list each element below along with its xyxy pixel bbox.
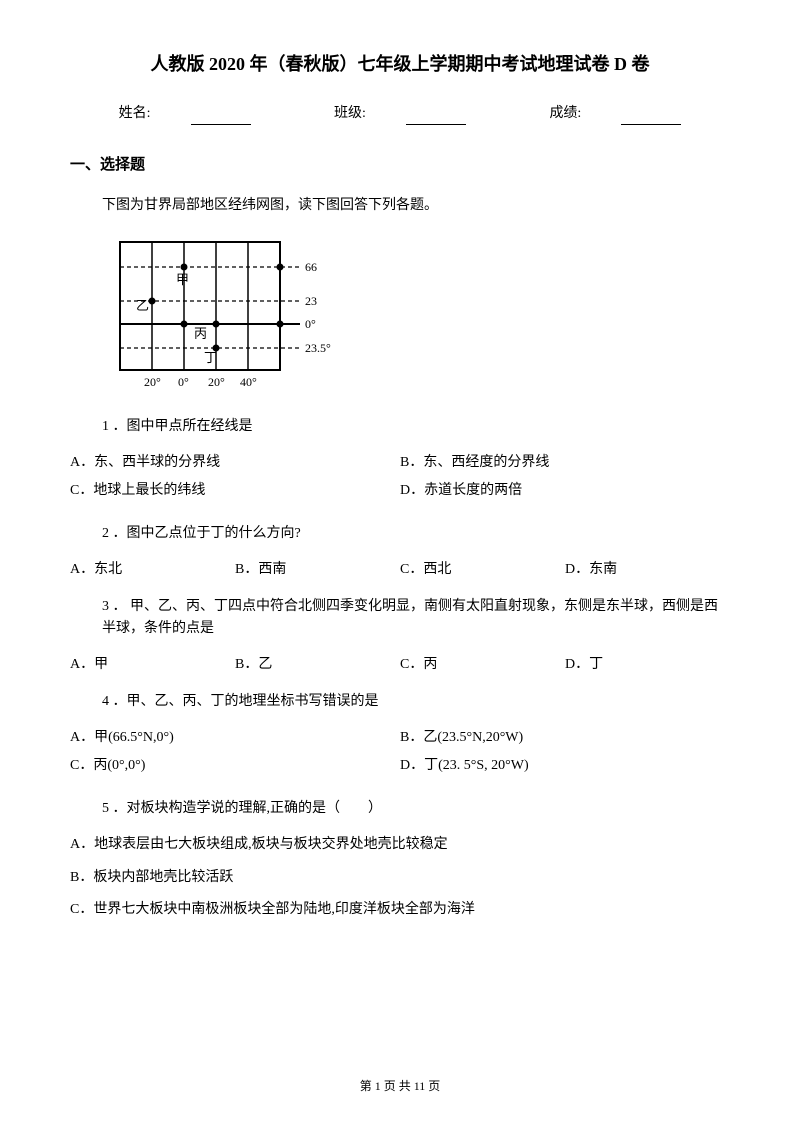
q4-options: A．甲(66.5°N,0°) B．乙(23.5°N,20°W) C．丙(0°,0…	[70, 727, 730, 784]
svg-text:甲: 甲	[176, 272, 189, 287]
svg-text:20°: 20°	[208, 375, 225, 389]
q4-option-c: C．丙(0°,0°)	[70, 755, 400, 777]
svg-text:乙: 乙	[136, 298, 149, 313]
grid-diagram: 甲 乙 丙 丁 66 23 0° 23.5° 20° 0° 20° 40°	[102, 234, 730, 398]
q3-text: 3 ． 甲、乙、丙、丁四点中符合北侧四季变化明显，南侧有太阳直射现象，东侧是东半…	[102, 596, 730, 641]
svg-text:20°: 20°	[144, 375, 161, 389]
class-label: 班级:	[334, 106, 366, 121]
intro-text: 下图为甘界局部地区经纬网图，读下图回答下列各题。	[102, 195, 730, 217]
q2-option-d: D．东南	[565, 559, 730, 581]
q2-option-a: A．东北	[70, 559, 235, 581]
q1-option-b: B．东、西经度的分界线	[400, 452, 730, 474]
svg-text:0°: 0°	[178, 375, 189, 389]
q1-option-d: D．赤道长度的两倍	[400, 480, 730, 502]
q5-text: 5 ．对板块构造学说的理解,正确的是（ ）	[102, 798, 730, 820]
q2-options: A．东北 B．西南 C．西北 D．东南	[70, 559, 730, 581]
q3-option-d: D．丁	[565, 654, 730, 676]
svg-text:66: 66	[305, 260, 317, 274]
name-label: 姓名:	[119, 106, 151, 121]
name-blank[interactable]	[191, 109, 251, 125]
q5-option-b: B．板块内部地壳比较活跃	[70, 867, 730, 889]
q3-option-a: A．甲	[70, 654, 235, 676]
q4-option-a: A．甲(66.5°N,0°)	[70, 727, 400, 749]
svg-text:40°: 40°	[240, 375, 257, 389]
svg-text:23.5°: 23.5°	[305, 341, 331, 355]
q1-text: 1 ．图中甲点所在经线是	[102, 416, 730, 438]
q1-options: A．东、西半球的分界线 B．东、西经度的分界线 C．地球上最长的纬线 D．赤道长…	[70, 452, 730, 509]
q5-option-a: A．地球表层由七大板块组成,板块与板块交界处地壳比较稳定	[70, 834, 730, 856]
q2-option-c: C．西北	[400, 559, 565, 581]
svg-text:丁: 丁	[204, 350, 217, 365]
q4-option-d: D．丁(23. 5°S, 20°W)	[400, 755, 730, 777]
svg-text:23: 23	[305, 294, 317, 308]
svg-text:丙: 丙	[194, 326, 207, 341]
q5-options: A．地球表层由七大板块组成,板块与板块交界处地壳比较稳定 B．板块内部地壳比较活…	[70, 834, 730, 921]
q4-option-b: B．乙(23.5°N,20°W)	[400, 727, 730, 749]
q1-option-c: C．地球上最长的纬线	[70, 480, 400, 502]
section-1-header: 一、选择题	[70, 153, 730, 177]
q5-option-c: C．世界七大板块中南极洲板块全部为陆地,印度洋板块全部为海洋	[70, 899, 730, 921]
page-footer: 第 1 页 共 11 页	[0, 1077, 800, 1096]
q3-options: A．甲 B．乙 C．丙 D．丁	[70, 654, 730, 676]
q3-option-c: C．丙	[400, 654, 565, 676]
q4-text: 4 ．甲、乙、丙、丁的地理坐标书写错误的是	[102, 691, 730, 713]
q1-option-a: A．东、西半球的分界线	[70, 452, 400, 474]
score-label: 成绩:	[549, 106, 581, 121]
q2-option-b: B．西南	[235, 559, 400, 581]
svg-text:0°: 0°	[305, 317, 316, 331]
score-blank[interactable]	[621, 109, 681, 125]
q3-option-b: B．乙	[235, 654, 400, 676]
page-title: 人教版 2020 年（春秋版）七年级上学期期中考试地理试卷 D 卷	[70, 50, 730, 79]
q2-text: 2 ．图中乙点位于丁的什么方向?	[102, 523, 730, 545]
class-blank[interactable]	[406, 109, 466, 125]
student-info-row: 姓名: 班级: 成绩:	[70, 103, 730, 125]
